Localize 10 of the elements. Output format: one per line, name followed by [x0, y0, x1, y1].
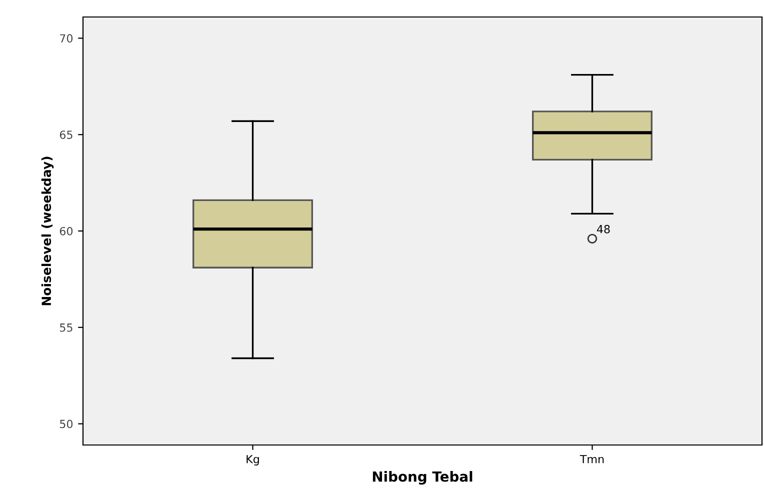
x-tick-label: Kg: [246, 455, 259, 466]
y-tick-label: 70: [60, 34, 73, 43]
y-tick-label: 50: [60, 420, 73, 428]
x-axis-title: Nibong Tebal: [372, 471, 472, 485]
y-tick-label: 65: [60, 130, 72, 139]
x-tick-label: Tmn: [580, 455, 604, 464]
y-tick-label: 60: [60, 226, 73, 236]
y-axis-title: Noiselevel (weekday): [41, 156, 54, 306]
annotation: 48: [596, 224, 610, 234]
y-tick-label: 55: [60, 324, 72, 332]
